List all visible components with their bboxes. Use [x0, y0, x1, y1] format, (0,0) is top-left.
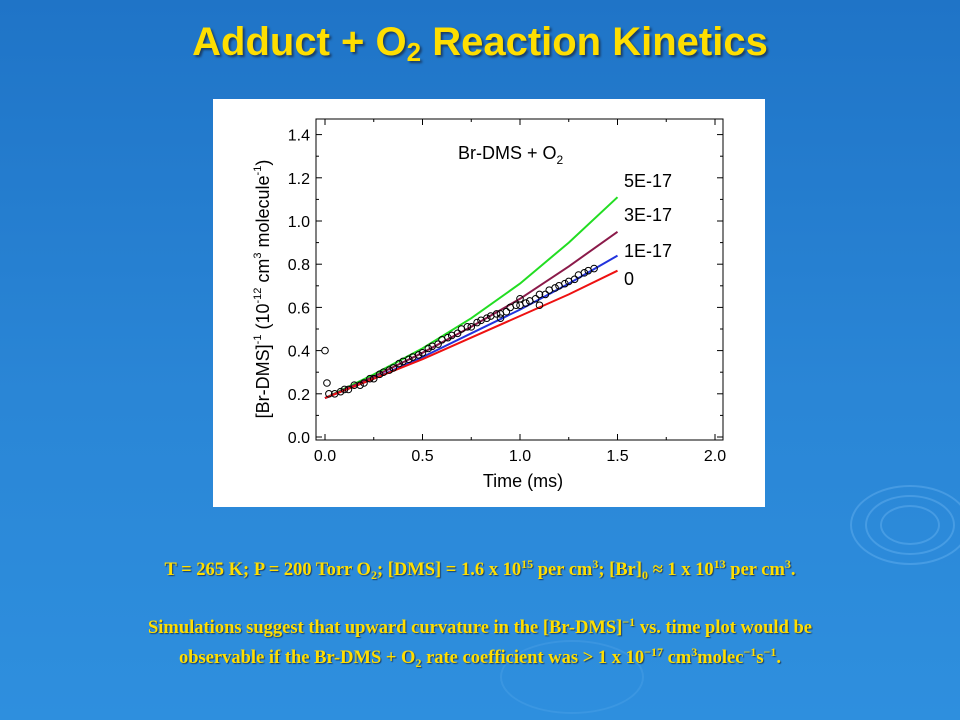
observed-point	[512, 301, 520, 310]
x-tick-label: 0.0	[314, 448, 336, 465]
observed-point	[323, 379, 331, 387]
slide-title: Adduct + O2 Reaction Kinetics	[0, 20, 960, 68]
observed-point	[531, 294, 540, 303]
plot-frame	[315, 118, 724, 441]
axis-ticks	[316, 119, 723, 440]
observed-point	[360, 379, 368, 387]
title-subscript: 2	[406, 37, 422, 67]
y-tick-label: 1.4	[288, 128, 310, 145]
observed-point	[369, 374, 378, 383]
observed-point	[535, 290, 544, 299]
observed-point	[463, 323, 472, 331]
series-label: 3E-17	[624, 205, 672, 225]
ripple-decoration	[850, 485, 960, 565]
annotation-label: Br-DMS + O2	[458, 143, 564, 167]
observed-point	[516, 294, 524, 303]
observed-point	[535, 301, 544, 310]
observed-point	[424, 344, 433, 353]
observed-point	[444, 333, 452, 342]
y-tick-label: 0.4	[288, 344, 310, 361]
series-label: 5E-17	[624, 171, 672, 191]
observed-point	[590, 264, 598, 273]
series-labels: 5E-17 3E-17 1E-17 0	[624, 171, 672, 289]
conditions-caption: T = 265 K; P = 200 Torr O2; [DMS] = 1.6 …	[164, 557, 796, 582]
x-tick-label: 0.5	[411, 448, 433, 465]
observed-point	[356, 381, 364, 389]
y-tick-labels: 0.0 0.2 0.4 0.6 0.8 1.0 1.2 1.4	[288, 128, 310, 447]
title-text: Adduct + O	[192, 20, 407, 64]
observed-points	[321, 264, 598, 398]
y-tick-label: 0.6	[288, 300, 310, 317]
observed-point	[340, 385, 349, 394]
observed-point	[321, 346, 329, 355]
observed-point	[434, 340, 442, 348]
observed-point	[325, 390, 333, 398]
y-tick-label: 1.0	[288, 214, 310, 231]
y-tick-label: 0.8	[288, 257, 310, 274]
series-label: 1E-17	[624, 241, 672, 261]
x-tick-label: 1.0	[509, 448, 531, 465]
observed-point	[366, 374, 374, 383]
observed-point	[453, 329, 462, 338]
kinetics-chart: 0.0 0.2 0.4 0.6 0.8 1.0 1.2 1.4 0.0 0.5 1.0 1.5 2.0…	[252, 118, 726, 491]
y-tick-label: 0.2	[288, 387, 310, 404]
title-text-end: Reaction Kinetics	[421, 20, 768, 64]
observed-point	[496, 314, 505, 322]
conclusion-caption: Simulations suggest that upward curvatur…	[0, 613, 960, 673]
observed-point	[467, 323, 476, 331]
y-tick-label: 0.0	[288, 430, 310, 447]
observed-point	[570, 275, 579, 284]
conclusion-line-2: observable if the Br-DMS + O2 rate coeff…	[178, 645, 781, 670]
observed-point	[414, 351, 423, 359]
observed-point	[580, 269, 589, 277]
series-line-3E-17	[324, 230, 619, 400]
series-lines	[324, 196, 619, 400]
x-tick-label: 1.5	[606, 448, 628, 465]
observed-point	[483, 314, 491, 322]
series-label: 0	[624, 269, 634, 289]
observed-point	[418, 348, 427, 357]
observed-point	[551, 284, 559, 292]
observed-point	[375, 370, 384, 379]
x-tick-labels: 0.0 0.5 1.0 1.5 2.0	[314, 448, 726, 465]
observed-point	[541, 290, 550, 299]
chart-panel: 0.0 0.2 0.4 0.6 0.8 1.0 1.2 1.4 0.0 0.5 1.0 1.5 2.0…	[213, 99, 765, 507]
observed-point	[405, 355, 413, 364]
y-tick-label: 1.2	[288, 171, 310, 188]
observed-point	[502, 307, 511, 316]
series-line-0	[324, 269, 618, 400]
x-tick-label: 2.0	[704, 448, 726, 465]
observed-point	[561, 279, 569, 288]
conclusion-line-1: Simulations suggest that upward curvatur…	[148, 615, 812, 638]
observed-point	[350, 381, 359, 389]
observed-point	[389, 364, 398, 372]
observed-point	[492, 310, 501, 318]
observed-point	[522, 299, 530, 307]
series-line-5E-17	[324, 196, 619, 399]
observed-point	[473, 318, 481, 327]
observed-point	[336, 387, 345, 396]
y-axis-label: [Br-DMS]-1 (10-12 cm3 molecule-1)	[252, 160, 273, 419]
observed-point	[395, 359, 403, 368]
observed-point	[385, 366, 394, 374]
x-axis-label: Time (ms)	[483, 471, 563, 491]
observed-point	[344, 385, 353, 394]
ripple-decoration	[500, 640, 644, 714]
